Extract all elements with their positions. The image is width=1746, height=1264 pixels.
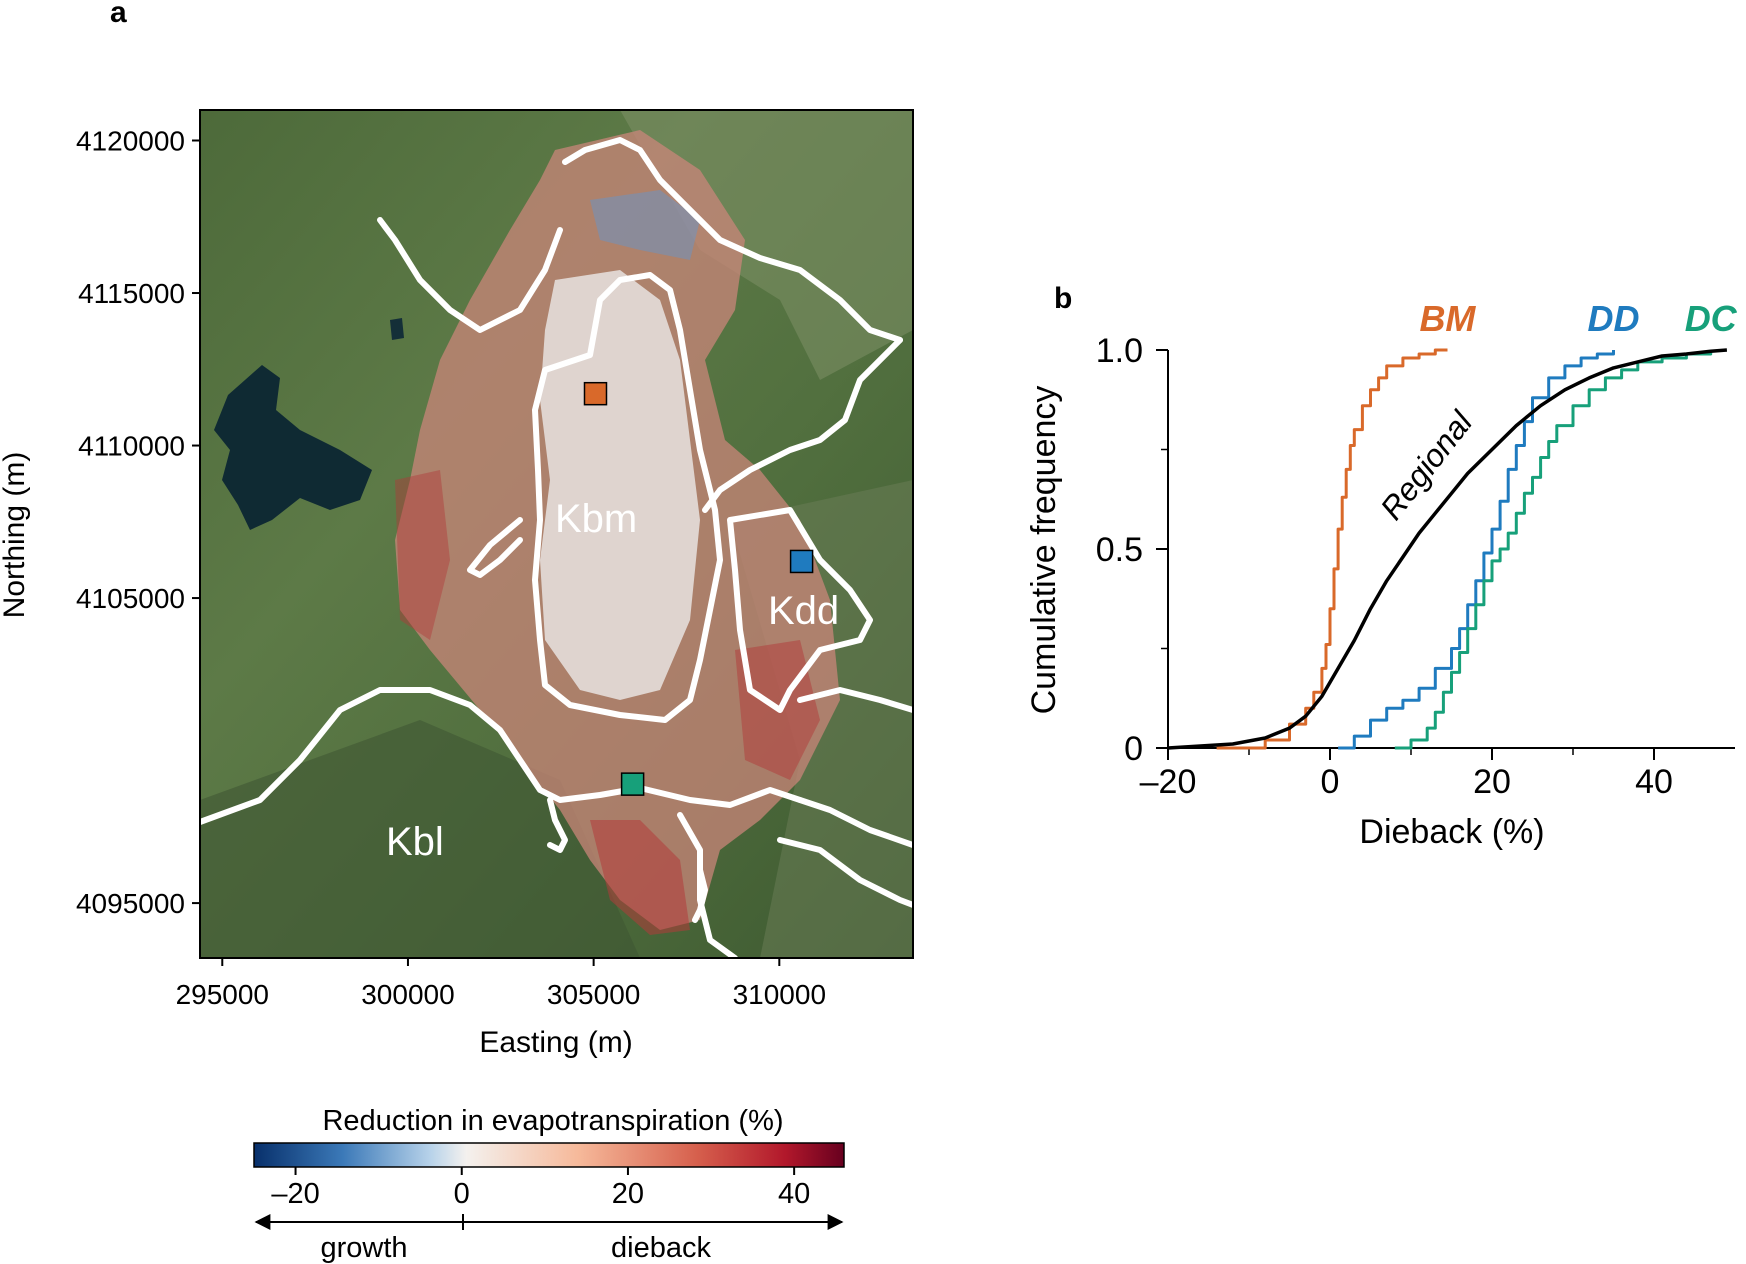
map-label-kbm: Kbm [555,497,637,541]
site-marker-bm [583,381,608,406]
map-x-tick-label: 300000 [361,979,454,1010]
map-y-tick-label: 4105000 [76,583,185,614]
map-x-tick-label: 305000 [547,979,640,1010]
colorbar-tick-label: 20 [612,1178,644,1210]
colorbar: Reduction in evapotranspiration (%) –20 0… [253,1105,845,1264]
colorbar-ticks: –20 0 20 40 [271,1167,810,1210]
geologic-unit-boundaries [200,137,913,958]
cdf-line-regional [1167,348,1728,750]
reservoir-arm [390,318,404,340]
map-x-axis: 295000 300000 305000 310000 [176,958,826,1010]
series-label-bm: BM [1419,298,1476,339]
colorbar-tick-label: –20 [271,1178,319,1210]
map-plot: Kbm Kdd Kbl 295000 300000 305000 310000 409… [0,109,914,1059]
cdf-line-dd [1338,350,1615,750]
cdf-x-tick-label: 0 [1321,763,1340,801]
regional-curve-label: Regional [1373,404,1480,526]
cdf-y-tick-label: 0 [1124,730,1143,768]
map-y-tick-label: 4110000 [78,431,185,462]
map-y-axis-label: Northing (m) [0,452,31,619]
map-x-tick-label: 310000 [733,979,826,1010]
et-dieback-south [590,820,690,935]
colorbar-tick-label: 0 [454,1178,470,1210]
cdf-line-bm [1216,348,1448,750]
cdf-y-tick-label: 1.0 [1096,332,1143,370]
cdf-x-axis-label: Dieback (%) [1359,813,1544,851]
cdf-x-tick-label: 20 [1473,763,1511,801]
cdf-y-axis-label: Cumulative frequency [1025,386,1063,715]
site-marker-dd [789,549,814,574]
series-label-dc: DC [1685,298,1738,339]
reservoir-lake [214,365,372,530]
map-y-tick-label: 4115000 [78,278,185,309]
colorbar-title: Reduction in evapotranspiration (%) [322,1105,783,1137]
panel-b-label: b [1054,282,1072,315]
cdf-y-tick-label: 0.5 [1096,531,1143,569]
panel-a-label: a [110,0,127,29]
map-y-tick-label: 4120000 [76,126,185,157]
map-frame [199,109,914,959]
map-label-kbl: Kbl [386,820,444,864]
map-x-axis-label: Easting (m) [479,1026,632,1059]
colorbar-tick-label: 40 [778,1178,810,1210]
colorbar-dieback-label: dieback [611,1232,711,1264]
map-y-tick-label: 4095000 [76,888,185,919]
cdf-x-tick-label: –20 [1140,763,1197,801]
cdf-x-axis: –20 0 20 40 [1140,748,1673,801]
et-dieback-west [395,470,450,640]
series-label-dd: DD [1588,298,1640,339]
et-growth-patch [590,190,700,260]
colorbar-gradient [253,1142,845,1168]
cdf-x-tick-label: 40 [1635,763,1673,801]
cdf-plot: –20 0 20 40 00.51.0 BM DD DC Regional Dieback… [1025,298,1738,851]
map-y-axis: 4095000 4105000 4110000 4115000 4120000 [76,126,200,919]
map-label-kdd: Kdd [768,589,839,633]
site-marker-dc [620,772,645,796]
cdf-line-dc [1394,350,1713,750]
site-markers [583,381,814,796]
map-x-tick-label: 295000 [176,979,269,1010]
cdf-y-axis: 0 0.5 1.0 [1096,332,1168,768]
cdf-series-labels: BM DD DC [1419,298,1737,339]
et-reduction-core [540,270,700,700]
cdf-series [1167,348,1728,750]
colorbar-growth-label: growth [320,1232,407,1264]
